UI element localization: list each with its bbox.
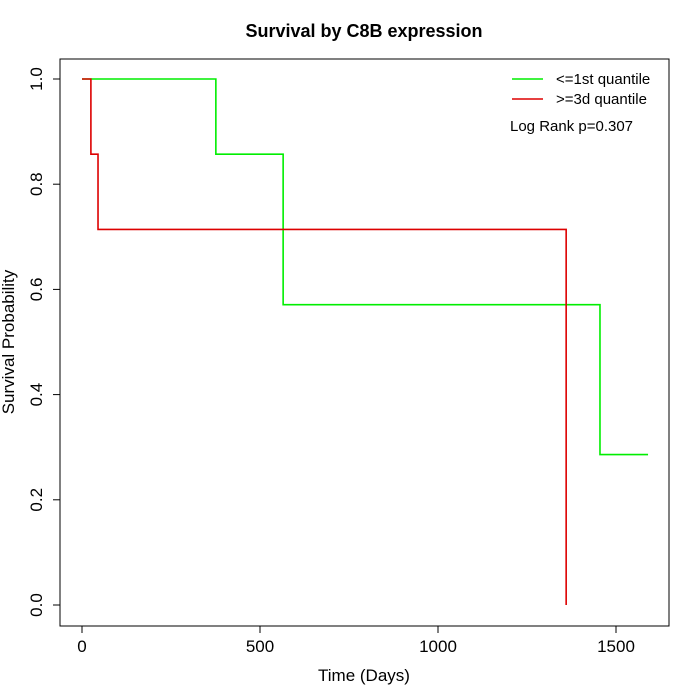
log-rank-annotation: Log Rank p=0.307	[510, 118, 633, 135]
y-tick-label: 0.2	[27, 488, 46, 512]
series-line-high-quantile	[82, 78, 567, 605]
legend: <=1st quantile >=3d quantile	[512, 71, 650, 108]
x-tick-label: 1500	[597, 637, 635, 656]
x-axis-label: Time (Days)	[318, 666, 410, 685]
y-tick-label: 0.0	[27, 593, 46, 617]
plot-frame	[59, 58, 670, 627]
x-tick-label: 0	[77, 637, 86, 656]
y-axis-label: Survival Probability	[0, 269, 18, 414]
y-tick-label: 0.4	[27, 383, 46, 407]
x-tick-label: 500	[246, 637, 274, 656]
series-line-low-quantile	[82, 78, 649, 456]
legend-label: <=1st quantile	[556, 71, 650, 88]
chart-title: Survival by C8B expression	[245, 21, 482, 41]
x-axis: 0 500 1000 1500	[77, 625, 635, 656]
x-tick-label: 1000	[419, 637, 457, 656]
series-layer	[82, 78, 649, 605]
y-tick-label: 0.8	[27, 172, 46, 196]
y-axis: 0.0 0.2 0.4 0.6 0.8 1.0	[27, 67, 61, 617]
y-tick-label: 1.0	[27, 67, 46, 91]
y-tick-label: 0.6	[27, 278, 46, 302]
legend-label: >=3d quantile	[556, 91, 647, 108]
